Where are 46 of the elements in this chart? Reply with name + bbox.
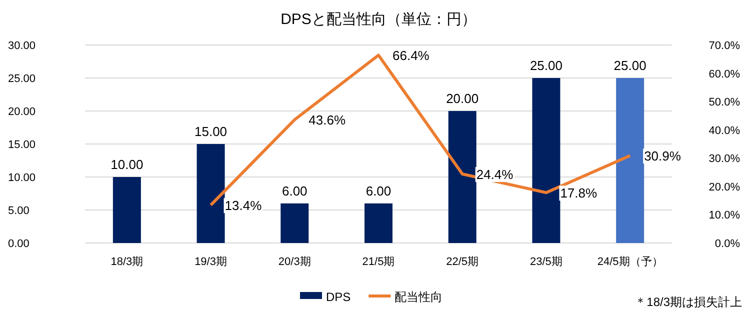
data-label: 17.8% (560, 186, 598, 201)
data-label: 10.00 (110, 157, 144, 172)
data-label: 6.00 (366, 183, 392, 198)
y2-tick-label: 70.0% (708, 40, 740, 52)
y2-tick-label: 50.0% (708, 96, 740, 109)
y-tick-label: 5.00 (8, 205, 30, 217)
x-tick-label: 23/5期 (530, 256, 562, 268)
bar (196, 144, 225, 243)
y-tick-label: 10.00 (8, 172, 36, 184)
data-label: 20.00 (446, 91, 479, 106)
y2-tick-label: 30.0% (708, 153, 740, 166)
y-tick-label: 0.00 (8, 238, 30, 250)
y2-tick-label: 20.0% (708, 181, 740, 194)
y2-tick-label: 60.0% (708, 68, 740, 80)
x-tick-label: 20/3期 (278, 256, 311, 268)
data-label: 15.00 (194, 124, 228, 139)
bar (364, 203, 392, 243)
data-label: 66.4% (392, 48, 430, 64)
x-tick-label: 24/5期（予） (597, 256, 663, 268)
data-label: 6.00 (282, 183, 308, 198)
data-label: 25.00 (530, 58, 562, 73)
x-tick-label: 19/3期 (194, 256, 227, 268)
y-tick-label: 20.00 (8, 106, 36, 118)
x-tick-label: 21/5期 (362, 256, 395, 268)
x-tick-label: 22/5期 (446, 256, 479, 268)
legend-label: DPS (326, 290, 351, 304)
data-label: 13.4% (224, 198, 262, 214)
y2-tick-label: 10.0% (708, 210, 740, 222)
bar (448, 111, 476, 243)
legend-label: 配当性向 (394, 290, 443, 304)
y-tick-label: 25.00 (8, 73, 36, 85)
chart-title: DPSと配当性向（単位：円） (280, 11, 476, 28)
bar (532, 78, 560, 243)
data-label: 24.4% (476, 166, 514, 182)
y-tick-label: 15.00 (8, 139, 36, 151)
bar (112, 177, 141, 243)
bar (280, 203, 309, 243)
data-label: 25.00 (614, 58, 646, 73)
bar (616, 78, 644, 243)
data-label: 30.9% (644, 148, 682, 164)
y2-tick-label: 0.0% (714, 238, 740, 250)
text: ＊18/3期は損失計上 (634, 295, 742, 309)
x-tick-label: 18/3期 (110, 256, 144, 268)
y-tick-label: 30.00 (8, 40, 36, 52)
data-label: 43.6% (308, 112, 346, 128)
y2-tick-label: 40.0% (708, 124, 740, 137)
